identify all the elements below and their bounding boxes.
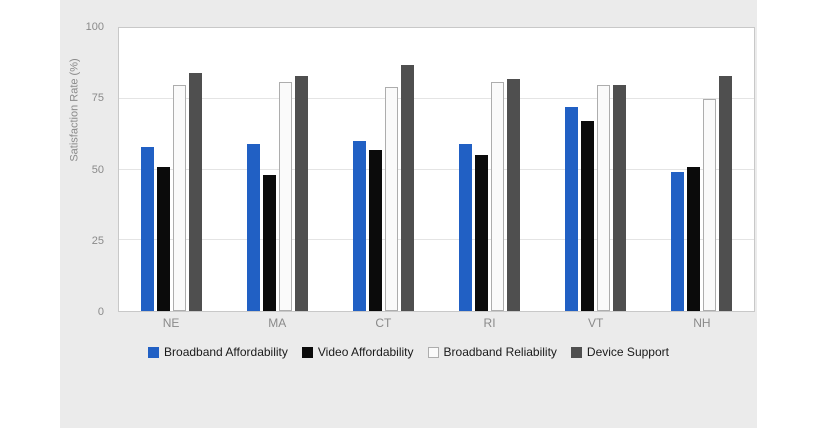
legend-swatch-broadband-affordability xyxy=(148,346,160,358)
y-tick-label-25: 25 xyxy=(91,234,104,247)
legend-label-device-support: Device Support xyxy=(586,345,669,359)
bar-group-ct xyxy=(353,28,415,311)
chart-panel: Satisfaction Rate (%) 0 25 50 75 100 NE MA CT R… xyxy=(60,0,757,428)
bar-group-ma xyxy=(247,28,309,311)
bar-vt-device-support xyxy=(612,84,626,311)
legend-item-video-affordability: Video Affordability xyxy=(301,345,414,359)
bar-group-nh xyxy=(670,28,732,311)
legend-label-broadband-affordability: Broadband Affordability xyxy=(164,345,288,359)
legend-item-broadband-affordability: Broadband Affordability xyxy=(148,345,288,359)
bar-vt-broadband-reliability xyxy=(596,84,610,311)
legend-swatch-device-support xyxy=(570,346,582,358)
x-tick-label-ne: NE xyxy=(162,316,180,330)
bar-nh-broadband-reliability xyxy=(702,98,716,311)
bar-group-ri xyxy=(458,28,520,311)
y-tick-label-75: 75 xyxy=(91,92,104,105)
bar-ct-video-affordability xyxy=(369,149,383,311)
bar-group-ne xyxy=(141,28,203,311)
bar-nh-broadband-affordability xyxy=(670,172,684,311)
legend-swatch-broadband-reliability xyxy=(427,346,439,358)
x-tick-label-ct: CT xyxy=(375,316,392,330)
y-tick-label-50: 50 xyxy=(91,163,104,176)
bar-ri-broadband-affordability xyxy=(458,144,472,311)
bar-ne-broadband-affordability xyxy=(141,146,155,311)
legend-swatch-video-affordability xyxy=(301,346,313,358)
bar-group-vt xyxy=(564,28,626,311)
gridline-25 xyxy=(119,239,754,241)
bar-ma-video-affordability xyxy=(263,175,277,311)
x-tick-label-ma: MA xyxy=(268,316,287,330)
bar-nh-video-affordability xyxy=(686,166,700,311)
x-axis-ticks: NE MA CT RI VT NH xyxy=(118,316,755,330)
y-axis-ticks: 0 25 50 75 100 xyxy=(60,21,112,318)
bar-ri-device-support xyxy=(506,78,520,311)
bar-ma-device-support xyxy=(295,76,309,311)
bar-vt-video-affordability xyxy=(580,121,594,311)
bar-ct-device-support xyxy=(401,64,415,311)
gridline-50 xyxy=(119,168,754,170)
bar-vt-broadband-affordability xyxy=(564,107,578,311)
plot-area xyxy=(118,27,755,312)
legend: Broadband Affordability Video Affordabili… xyxy=(60,345,757,359)
x-tick-label-nh: NH xyxy=(693,316,711,330)
bar-ne-video-affordability xyxy=(157,166,171,311)
bar-ri-video-affordability xyxy=(474,155,488,311)
x-tick-label-vt: VT xyxy=(588,316,604,330)
y-tick-label-0: 0 xyxy=(97,306,104,318)
bar-groups xyxy=(119,28,754,311)
bar-ct-broadband-reliability xyxy=(385,87,399,311)
bar-ct-broadband-affordability xyxy=(353,141,367,311)
legend-label-video-affordability: Video Affordability xyxy=(317,345,414,359)
bar-ne-broadband-reliability xyxy=(173,84,187,311)
legend-label-broadband-reliability: Broadband Reliability xyxy=(443,345,557,359)
gridline-75 xyxy=(119,97,754,99)
bar-ne-device-support xyxy=(189,73,203,311)
x-tick-label-ri: RI xyxy=(483,316,496,330)
bar-ri-broadband-reliability xyxy=(490,81,504,311)
bar-ma-broadband-affordability xyxy=(247,144,261,311)
bar-nh-device-support xyxy=(718,76,732,311)
legend-item-broadband-reliability: Broadband Reliability xyxy=(427,345,557,359)
y-tick-label-100: 100 xyxy=(85,21,104,33)
bar-ma-broadband-reliability xyxy=(279,81,293,311)
legend-item-device-support: Device Support xyxy=(570,345,669,359)
